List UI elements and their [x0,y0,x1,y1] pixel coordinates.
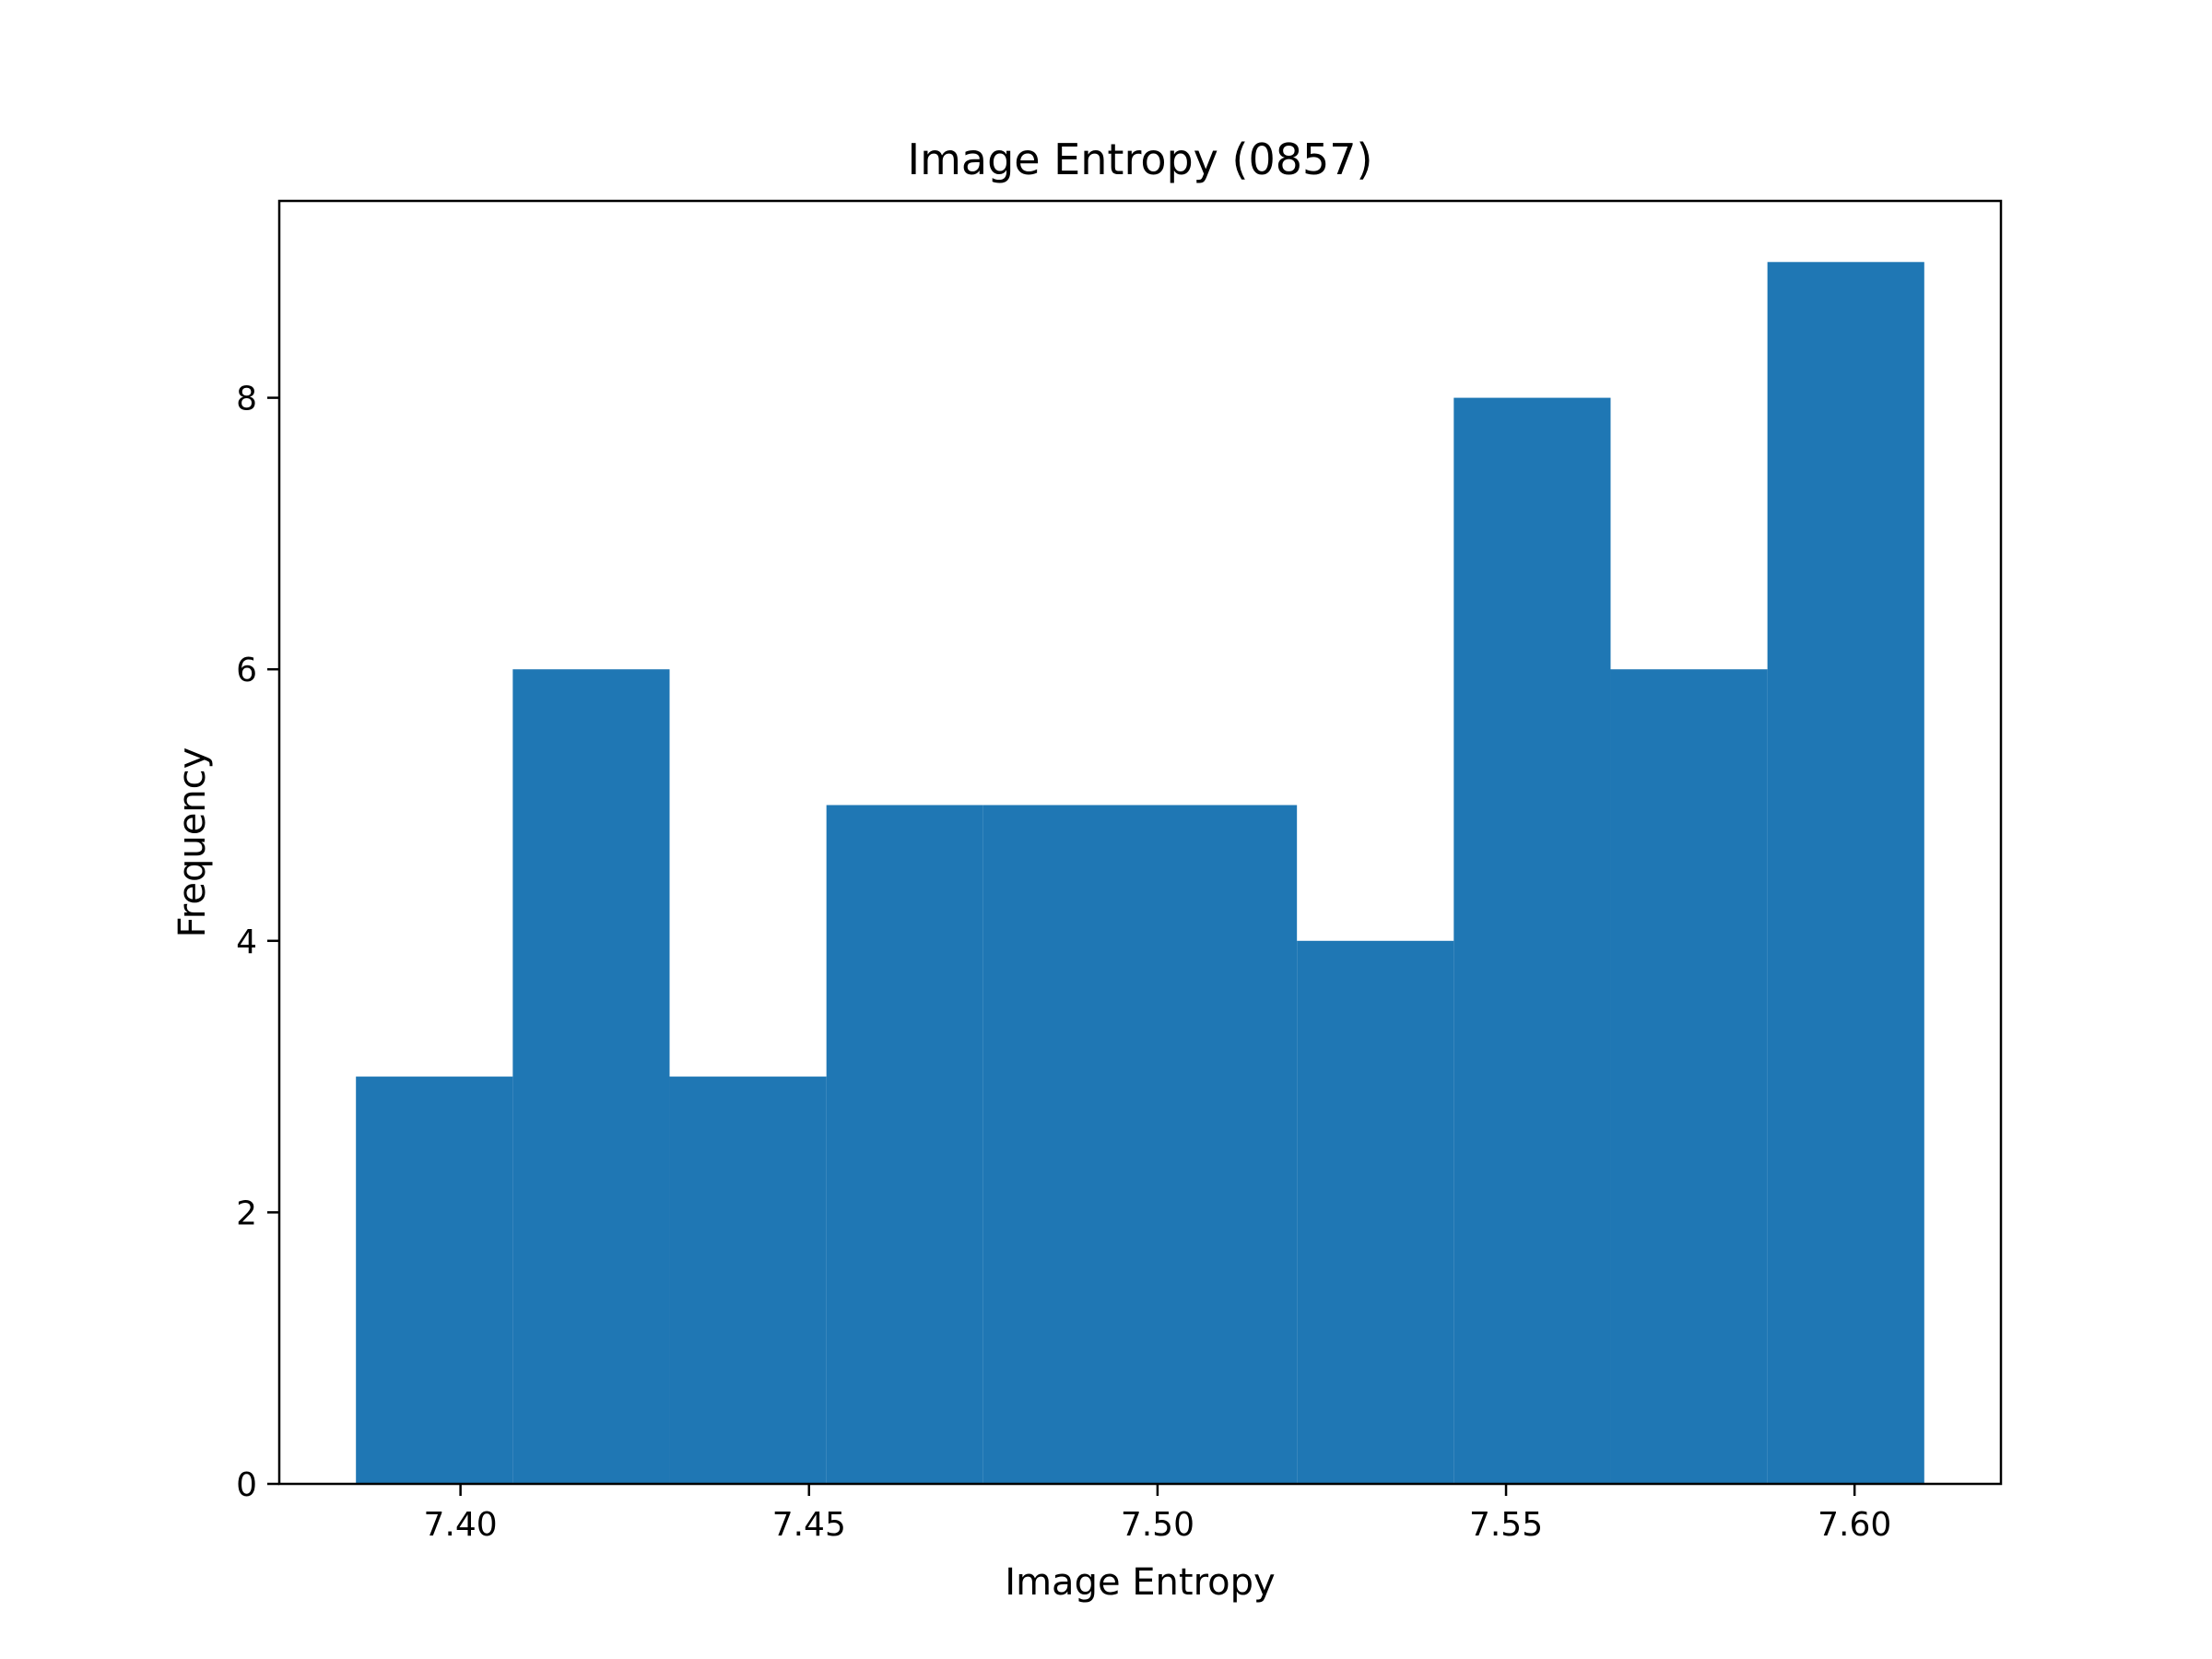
x-tick-label: 7.55 [1469,1506,1543,1544]
histogram-bar [1140,805,1298,1484]
y-tick-label: 8 [236,381,257,418]
histogram-bar [982,805,1140,1484]
y-tick-label: 2 [236,1194,257,1232]
y-tick-label: 0 [236,1466,257,1504]
y-tick-label: 6 [236,652,257,689]
x-axis-title: Image Entropy [1005,1561,1275,1604]
chart-title: Image Entropy (0857) [908,135,1373,184]
y-tick-label: 4 [236,924,257,961]
histogram-bar [669,1077,827,1484]
histogram-bar [512,669,670,1484]
y-axis-title: Frequency [171,747,214,938]
x-tick-label: 7.50 [1121,1506,1194,1544]
y-axis-ticks: 0 2 4 6 8 [236,381,279,1504]
x-tick-label: 7.40 [424,1506,498,1544]
histogram-bars [356,262,1924,1485]
histogram-bar [1297,940,1454,1484]
x-tick-label: 7.60 [1818,1506,1891,1544]
x-tick-label: 7.45 [772,1506,846,1544]
histogram-bar [1610,669,1768,1484]
plot-frame [277,199,2003,1486]
histogram-bar [1767,262,1924,1485]
x-axis-ticks: 7.40 7.45 7.50 7.55 7.60 [424,1484,1891,1544]
histogram-bar [356,1077,513,1484]
histogram-bar [826,805,983,1484]
histogram-bar [1453,397,1611,1485]
